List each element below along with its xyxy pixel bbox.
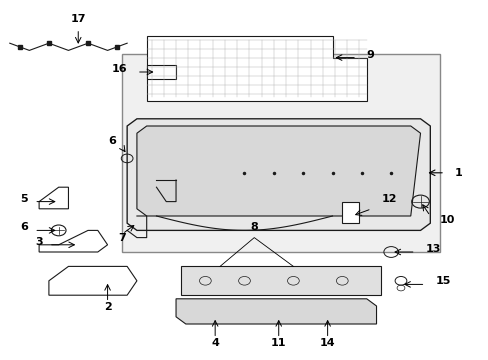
Text: 5: 5	[20, 194, 28, 204]
Polygon shape	[176, 299, 376, 324]
Polygon shape	[127, 119, 429, 230]
Polygon shape	[39, 187, 68, 209]
Polygon shape	[146, 36, 366, 101]
Text: 3: 3	[35, 237, 43, 247]
Text: 1: 1	[454, 168, 462, 178]
FancyBboxPatch shape	[122, 54, 439, 252]
Text: 2: 2	[103, 302, 111, 312]
Text: 16: 16	[111, 64, 127, 74]
Polygon shape	[49, 266, 137, 295]
Text: 13: 13	[425, 244, 440, 254]
Text: 15: 15	[434, 276, 449, 287]
Text: 7: 7	[118, 233, 126, 243]
Text: 17: 17	[70, 14, 86, 24]
Text: 14: 14	[319, 338, 335, 348]
FancyBboxPatch shape	[342, 202, 359, 223]
Text: 4: 4	[211, 338, 219, 348]
Text: 10: 10	[439, 215, 454, 225]
Polygon shape	[39, 230, 107, 252]
Text: 11: 11	[270, 338, 286, 348]
Text: 6: 6	[20, 222, 28, 233]
FancyBboxPatch shape	[146, 65, 176, 79]
Text: 9: 9	[366, 50, 374, 60]
Text: 12: 12	[381, 194, 396, 204]
Text: 6: 6	[108, 136, 116, 146]
Polygon shape	[137, 126, 420, 216]
Polygon shape	[181, 266, 381, 295]
Text: 8: 8	[250, 222, 258, 233]
